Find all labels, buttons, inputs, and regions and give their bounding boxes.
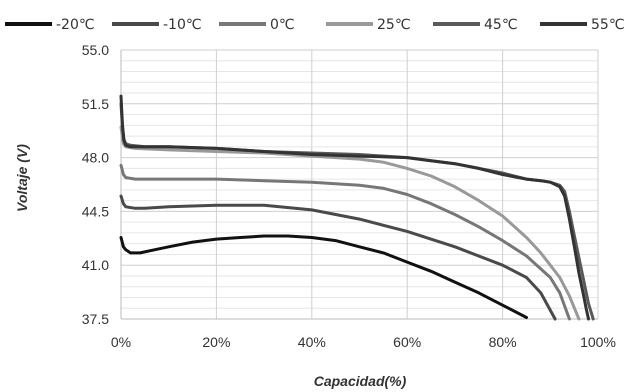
series-lines xyxy=(121,96,593,319)
legend-label: -20℃ xyxy=(56,17,95,33)
y-tick-label: 55.0 xyxy=(82,42,109,58)
x-axis-title: Capacidad(%) xyxy=(314,373,407,389)
y-tick-label: 51.5 xyxy=(82,96,109,112)
series-line xyxy=(121,196,555,319)
y-axis-title: Voltaje (V) xyxy=(14,144,30,212)
x-tick-label: 20% xyxy=(202,334,230,350)
series-line xyxy=(121,236,527,318)
y-tick-label: 44.5 xyxy=(82,203,109,219)
y-tick-label: 37.5 xyxy=(82,311,109,327)
legend: -20℃ -10℃ 0℃ 25℃ 45℃ 55℃ xyxy=(5,17,625,33)
legend-label: 45℃ xyxy=(484,17,518,33)
legend-label: 0℃ xyxy=(270,17,295,33)
x-tick-label: 0% xyxy=(111,334,131,350)
x-tick-label: 100% xyxy=(580,334,616,350)
x-tick-label: 60% xyxy=(393,334,421,350)
legend-label: -10℃ xyxy=(163,17,202,33)
y-tick-label: 48.0 xyxy=(82,150,109,166)
tick-labels: 37.5 41.0 44.5 48.0 51.5 55.0 0% 20% 40% 60% 80% 10… xyxy=(82,42,616,350)
x-tick-label: 40% xyxy=(298,334,326,350)
legend-label: 55℃ xyxy=(591,17,625,33)
legend-label: 25℃ xyxy=(377,17,411,33)
x-tick-label: 80% xyxy=(489,334,517,350)
y-tick-label: 41.0 xyxy=(82,257,109,273)
